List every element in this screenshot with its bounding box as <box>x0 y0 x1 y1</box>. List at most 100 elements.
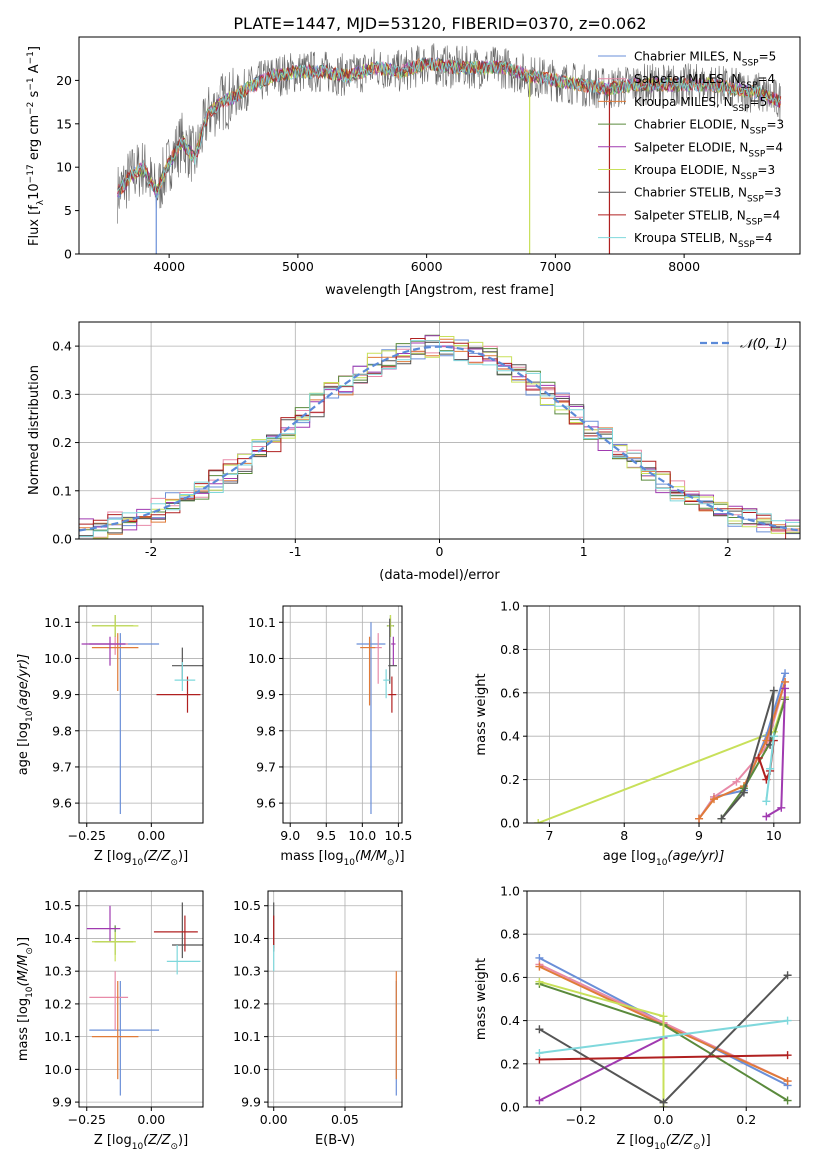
x-tick-label: -1 <box>289 544 301 559</box>
y-tick-label: 9.9 <box>256 687 276 702</box>
x-tick-label: −0.25 <box>68 1112 106 1127</box>
y-tick-label: 10.3 <box>233 964 261 979</box>
x-axis-label-part: Z [log <box>94 849 132 864</box>
normal-reference-curve <box>79 345 800 532</box>
x-axis-label: mass [log10(M/M⊙)] <box>280 849 404 868</box>
x-tick-label: 0 <box>436 544 444 559</box>
weight-marker <box>754 753 763 762</box>
y-tick-label: 0.2 <box>52 435 72 450</box>
weight-marker <box>709 795 718 804</box>
residual-histogram <box>79 340 800 538</box>
x-tick-label: -2 <box>145 544 157 559</box>
weight-marker <box>695 814 704 823</box>
weight-marker <box>783 971 792 980</box>
legend-entry-part: SSP <box>747 195 764 205</box>
y-tick-label: 0.2 <box>500 1056 520 1071</box>
weight_vs_age-frame <box>526 605 801 824</box>
y-tick-label: 0.6 <box>500 970 520 985</box>
y-tick-label: 10.0 <box>44 651 72 666</box>
legend-entry-part: Salpeter STELIB, N <box>634 208 746 222</box>
residuals-panel: -2 -1 0 1 2 0.0 0.1 0.2 0.3 0.4 (data-model)/error… <box>27 321 801 583</box>
x-axis-label-part: )] <box>178 849 188 864</box>
y-tick-label: 20 <box>56 73 72 88</box>
weight-marker <box>535 1096 544 1105</box>
residuals-panel-plot-area <box>79 322 800 539</box>
legend-entry-part: Salpeter ELODIE, N <box>634 140 748 154</box>
y-axis-label-part: erg cm <box>27 115 42 164</box>
legend-entry-part: SSP <box>738 240 755 250</box>
legend-entry: Kroupa ELODIE, NSSP=3 <box>634 163 775 182</box>
x-axis-label-part: 10 <box>344 858 356 868</box>
y-tick-label: 9.6 <box>256 796 276 811</box>
y-tick-label: 0.0 <box>500 1100 520 1115</box>
legend-entry: 𝒩(0, 1) <box>740 337 787 352</box>
legend-entry-part: =3 <box>766 118 784 132</box>
mass_vs_ebv-panel-plot-area <box>268 891 402 1107</box>
legend-entry-part: Salpeter MILES, N <box>634 72 741 86</box>
x-axis-label-part: )] <box>394 849 404 864</box>
legend-entry: Kroupa MILES, NSSP=5 <box>634 95 767 114</box>
weight_vs_Z-panel: −0.2 0.0 0.2 0.0 0.2 0.4 0.6 0.8 1.0 Z [log10(Z/Z… <box>474 884 801 1152</box>
x-axis-label-part: 10 <box>132 1142 144 1152</box>
x-tick-label: −0.2 <box>566 1112 596 1127</box>
weight-marker <box>659 1012 668 1021</box>
age_vs_mass-panel-plot-area <box>283 606 402 823</box>
y-tick-label: 0.6 <box>500 685 520 700</box>
legend-entry: Salpeter ELODIE, NSSP=4 <box>634 140 783 159</box>
x-tick-label: 0.05 <box>331 1112 359 1127</box>
weight-marker <box>781 669 790 678</box>
legend-entry-part: =3 <box>757 163 775 177</box>
x-tick-label: 0.0 <box>654 1112 674 1127</box>
x-axis-label: Z [log10(Z/Z⊙)] <box>94 1133 188 1152</box>
y-tick-label: 0.0 <box>52 532 72 547</box>
y-tick-label: 9.6 <box>52 796 72 811</box>
x-tick-label: 0.2 <box>736 1112 756 1127</box>
y-tick-label: 10 <box>56 160 72 175</box>
spectrum-frame <box>78 36 801 255</box>
x-axis-label-part: )] <box>701 1133 711 1148</box>
weight-marker <box>762 797 771 806</box>
y-axis-label-part: −2 <box>26 102 36 115</box>
x-tick-label: 10.0 <box>348 828 376 843</box>
y-tick-label: 0.3 <box>52 387 72 402</box>
y-tick-label: 10.4 <box>44 931 72 946</box>
x-axis-label-part: age [log <box>603 849 656 864</box>
x-axis-label-part: mass [log <box>280 849 343 864</box>
weight-marker <box>535 1049 544 1057</box>
weight-line <box>537 696 786 823</box>
mass_vs_ebv-frame <box>267 890 403 1108</box>
legend-entry-part: SSP <box>741 81 758 91</box>
x-tick-label: 1 <box>580 544 588 559</box>
legend-entry: Salpeter STELIB, NSSP=4 <box>634 208 780 227</box>
mass_vs_ebv-panel: 0.00 0.05 9.9 10.0 10.1 10.2 10.3 10.4 10.5 E(B-V… <box>233 890 403 1148</box>
legend-entry-part: SSP <box>750 127 767 137</box>
legend-entry-part: =4 <box>765 140 783 154</box>
x-tick-label: −0.25 <box>68 828 106 843</box>
x-tick-label: 6000 <box>411 259 443 274</box>
x-axis-label-part: (M/M <box>355 849 387 864</box>
y-axis-label-part: ⊙ <box>25 947 35 955</box>
y-axis-label-part: mass [log <box>16 998 31 1061</box>
y-tick-label: 0.0 <box>500 816 520 831</box>
x-axis-label: wavelength [Angstrom, rest frame] <box>325 283 554 298</box>
y-tick-label: 9.8 <box>256 723 276 738</box>
y-tick-label: 10.0 <box>248 651 276 666</box>
model-spectrum <box>117 57 782 199</box>
age_vs_mass-panel: 9.0 9.5 10.0 10.5 9.6 9.7 9.8 9.9 10.0 10.1 mass [… <box>248 605 412 868</box>
weight-marker <box>762 736 771 745</box>
y-tick-label: 10.1 <box>233 1029 261 1044</box>
y-axis-label-part: )] <box>16 937 31 947</box>
x-axis-label: (data-model)/error <box>379 568 500 583</box>
x-tick-label: 8 <box>620 828 628 843</box>
y-tick-label: 9.9 <box>52 1095 72 1110</box>
weight-marker <box>766 764 775 773</box>
weight_vs_Z-panel-plot-area <box>527 891 800 1107</box>
y-axis-label-part: s <box>27 90 42 101</box>
y-axis-label-part: −1 <box>26 77 36 90</box>
weight-line <box>720 690 775 820</box>
x-tick-label: 8000 <box>668 259 700 274</box>
y-tick-label: 15 <box>56 116 72 131</box>
y-tick-label: 10.1 <box>44 615 72 630</box>
x-tick-label: 4000 <box>153 259 185 274</box>
legend-entry-part: SSP <box>733 104 750 114</box>
